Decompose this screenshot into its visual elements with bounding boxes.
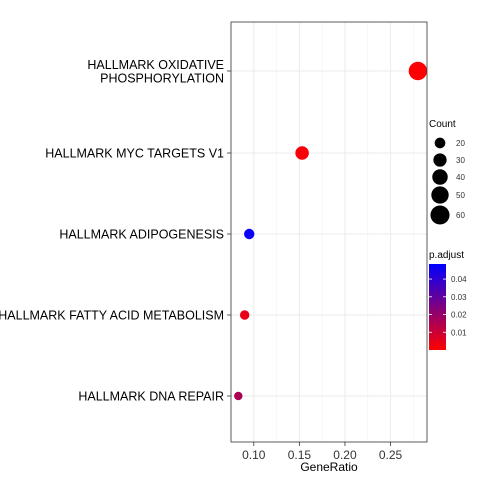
count-legend-key bbox=[430, 205, 450, 225]
p-adjust-legend-label: 0.02 bbox=[451, 311, 467, 320]
data-point bbox=[244, 228, 255, 240]
x-axis-title: GeneRatio bbox=[300, 460, 358, 474]
x-tick-label: 0.10 bbox=[242, 448, 266, 462]
count-legend-label: 50 bbox=[456, 191, 465, 200]
y-category-label: HALLMARK DNA REPAIR bbox=[78, 390, 224, 404]
data-point bbox=[408, 61, 428, 81]
x-axis: 0.10 0.15 0.20 0.25 bbox=[242, 442, 403, 462]
data-point bbox=[239, 310, 250, 320]
p-adjust-legend-label: 0.01 bbox=[451, 328, 467, 337]
p-adjust-legend: p.adjust 0.01 0.02 0.03 0.04 bbox=[429, 250, 467, 350]
plot-panel bbox=[231, 22, 427, 442]
y-category-label: HALLMARK MYC TARGETS V1 bbox=[45, 147, 224, 161]
y-category-label: HALLMARK ADIPOGENESIS bbox=[59, 228, 224, 242]
count-legend-key bbox=[431, 186, 449, 204]
y-category-label: PHOSPHORYLATION bbox=[100, 71, 224, 85]
count-legend-label: 40 bbox=[456, 173, 465, 182]
count-legend-title: Count bbox=[429, 119, 456, 130]
data-points bbox=[234, 61, 428, 401]
count-legend-key bbox=[432, 169, 448, 185]
count-legend-label: 30 bbox=[456, 156, 465, 165]
x-tick-label: 0.20 bbox=[333, 448, 357, 462]
count-legend-key bbox=[434, 137, 446, 149]
x-tick-label: 0.15 bbox=[288, 448, 312, 462]
count-legend-label: 60 bbox=[456, 211, 465, 220]
p-adjust-colorbar bbox=[429, 264, 446, 350]
count-legend-label: 20 bbox=[456, 139, 465, 148]
x-tick-label: 0.25 bbox=[379, 448, 403, 462]
data-point bbox=[295, 146, 309, 160]
count-legend-key bbox=[433, 153, 447, 167]
plot-panel-border bbox=[230, 21, 428, 443]
data-point bbox=[234, 391, 243, 401]
y-category-label: HALLMARK OXIDATIVE bbox=[87, 58, 224, 72]
p-adjust-legend-title: p.adjust bbox=[429, 250, 464, 261]
p-adjust-legend-label: 0.04 bbox=[451, 275, 467, 284]
y-category-label: HALLMARK FATTY ACID METABOLISM bbox=[0, 309, 224, 323]
p-adjust-legend-label: 0.03 bbox=[451, 293, 467, 302]
